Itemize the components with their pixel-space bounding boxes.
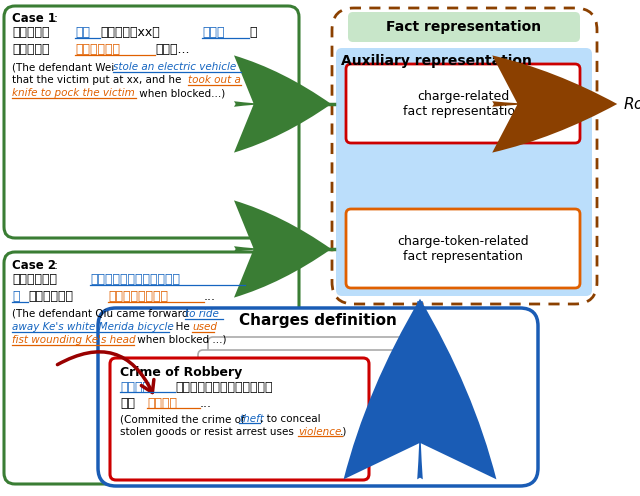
FancyBboxPatch shape — [198, 350, 422, 416]
Text: 被告人邱某欲: 被告人邱某欲 — [12, 273, 57, 286]
FancyBboxPatch shape — [4, 252, 299, 484]
Text: :: : — [54, 12, 58, 25]
Text: that the victim put at xx, and he: that the victim put at xx, and he — [12, 75, 184, 85]
Text: 受阻拦时，: 受阻拦时， — [12, 43, 49, 56]
Text: 被告人魏某: 被告人魏某 — [12, 26, 49, 39]
Text: 用拳打伤柯某脑袋: 用拳打伤柯某脑袋 — [108, 290, 168, 303]
Text: 使用暴力: 使用暴力 — [147, 397, 177, 410]
Text: 受害人...: 受害人... — [155, 43, 189, 56]
FancyBboxPatch shape — [346, 64, 580, 143]
Text: Case 1: Case 1 — [12, 12, 56, 25]
FancyBboxPatch shape — [4, 6, 299, 238]
Text: 电动车: 电动车 — [202, 26, 225, 39]
Text: took out a: took out a — [188, 75, 241, 85]
Text: 被害人放在xx的: 被害人放在xx的 — [100, 26, 160, 39]
Text: (Commited the crime of: (Commited the crime of — [120, 414, 248, 424]
Text: .): .) — [340, 427, 348, 437]
FancyBboxPatch shape — [208, 337, 432, 403]
Text: $\it{Robbery}$: $\it{Robbery}$ — [623, 95, 640, 114]
Text: stole an electric vehicle: stole an electric vehicle — [113, 62, 236, 72]
Text: · · ·: · · · — [355, 450, 377, 464]
Text: (The defendant Wei: (The defendant Wei — [12, 62, 118, 72]
Text: charge-related
fact representation: charge-related fact representation — [403, 90, 523, 118]
Text: when blocked ...): when blocked ...) — [134, 335, 227, 345]
FancyBboxPatch shape — [98, 308, 538, 486]
Text: Charges definition: Charges definition — [239, 313, 397, 328]
FancyBboxPatch shape — [332, 8, 597, 304]
Text: Crime of Seizing: Crime of Seizing — [271, 364, 369, 376]
FancyBboxPatch shape — [336, 48, 592, 296]
Text: ...: ... — [200, 397, 212, 410]
Text: 骑走柯某白色美瑞达的自行: 骑走柯某白色美瑞达的自行 — [90, 273, 180, 286]
Text: ，为窝藏赃物或者抗拒抓捕而: ，为窝藏赃物或者抗拒抓捕而 — [175, 381, 273, 394]
Text: Auxiliary representation: Auxiliary representation — [341, 54, 532, 68]
Text: 。: 。 — [249, 26, 257, 39]
Text: . He: . He — [169, 322, 193, 332]
Text: fist wounding Ke's head: fist wounding Ke's head — [12, 335, 136, 345]
Text: 犯盗窃罪: 犯盗窃罪 — [120, 381, 150, 394]
Text: , to conceal: , to conceal — [260, 414, 321, 424]
Text: :: : — [54, 259, 58, 272]
Text: ...: ... — [204, 290, 216, 303]
FancyBboxPatch shape — [110, 358, 369, 480]
Text: Fact representation: Fact representation — [387, 20, 541, 34]
Text: 车: 车 — [12, 290, 19, 303]
Text: theft: theft — [239, 414, 264, 424]
Text: 。被阻拦时，: 。被阻拦时， — [28, 290, 73, 303]
Text: 拿出小刀插伤: 拿出小刀插伤 — [75, 43, 120, 56]
Text: violence: violence — [298, 427, 341, 437]
Text: (The defendant Qiu came forward: (The defendant Qiu came forward — [12, 309, 192, 319]
Text: stolen goods or resist arrest uses: stolen goods or resist arrest uses — [120, 427, 297, 437]
Text: when blocked...): when blocked...) — [136, 88, 225, 98]
Text: used: used — [192, 322, 217, 332]
Text: charge-token-related
fact representation: charge-token-related fact representation — [397, 235, 529, 263]
FancyBboxPatch shape — [346, 209, 580, 288]
Text: Crime of Robbery: Crime of Robbery — [120, 366, 243, 379]
Text: Case 2: Case 2 — [12, 259, 56, 272]
Text: knife to pock the victim: knife to pock the victim — [12, 88, 135, 98]
FancyBboxPatch shape — [348, 12, 580, 42]
Text: 偷走: 偷走 — [75, 26, 90, 39]
FancyArrowPatch shape — [58, 352, 154, 392]
Text: 当场: 当场 — [120, 397, 135, 410]
Text: Crime of  Theft: Crime of Theft — [266, 376, 355, 389]
Text: away Ke's white Merida bicycle: away Ke's white Merida bicycle — [12, 322, 173, 332]
Text: to ride: to ride — [185, 309, 219, 319]
